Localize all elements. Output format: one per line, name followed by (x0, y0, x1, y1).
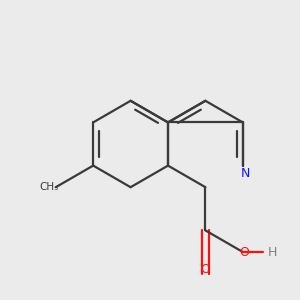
Text: O: O (200, 263, 210, 276)
Text: N: N (241, 167, 250, 180)
Text: O: O (240, 245, 250, 259)
Text: H: H (267, 245, 277, 259)
Text: CH₃: CH₃ (39, 182, 58, 192)
